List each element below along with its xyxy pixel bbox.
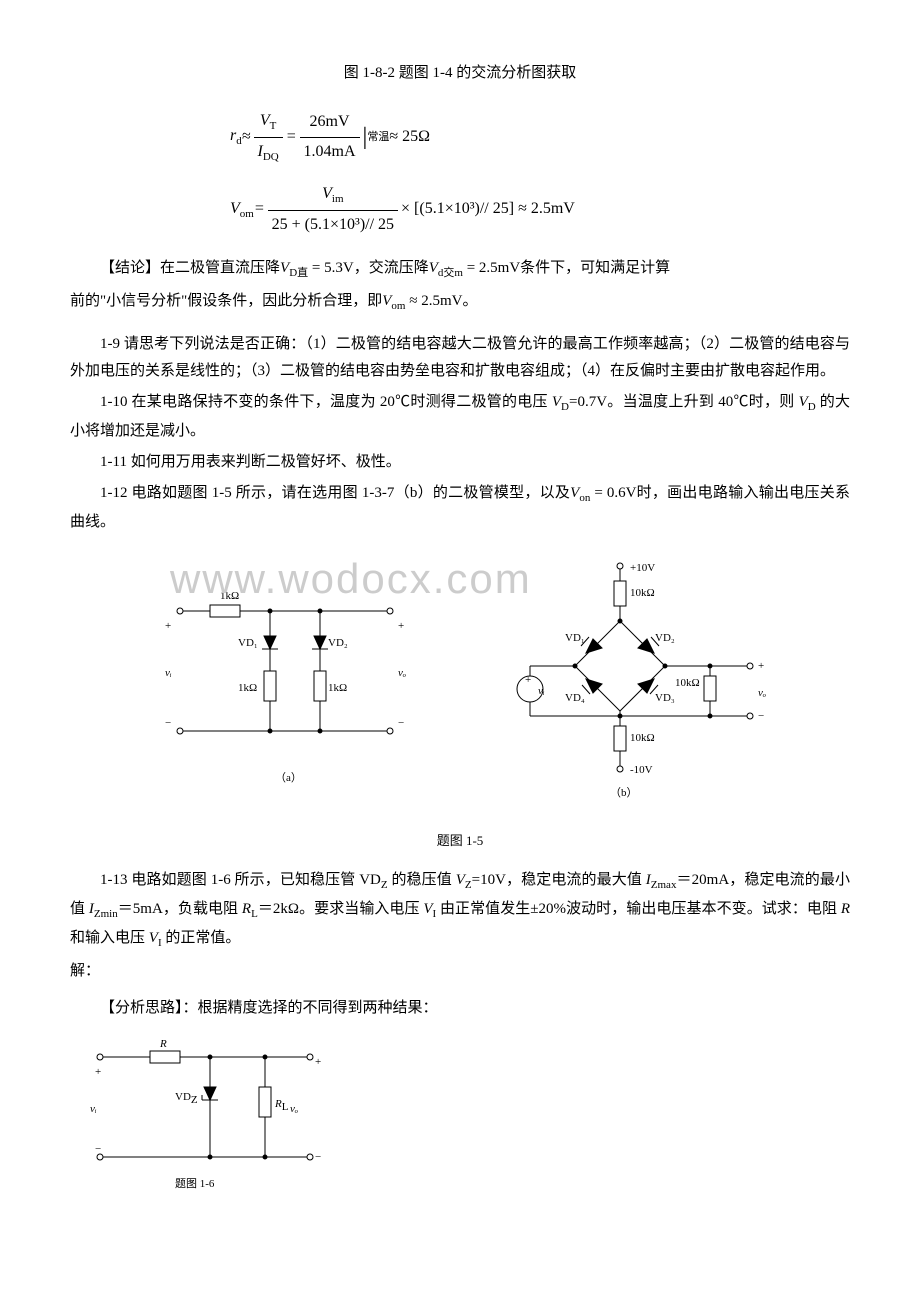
svg-text:VD₁: VD₁ bbox=[565, 632, 585, 644]
question-1-12: 1-12 电路如题图 1-5 所示，请在选用图 1-3-7（b）的二极管模型，以… bbox=[70, 480, 850, 536]
svg-text:+: + bbox=[525, 674, 531, 686]
svg-text:VD₂: VD₂ bbox=[328, 637, 348, 649]
svg-text:（b）: （b） bbox=[610, 786, 638, 799]
svg-text:1kΩ: 1kΩ bbox=[220, 590, 239, 602]
svg-text:vₒ: vₒ bbox=[398, 667, 406, 679]
figure-caption-1-8-2: 图 1-8-2 题图 1-4 的交流分析图获取 bbox=[70, 60, 850, 87]
figure-1-6: R VDZ RL + vᵢ − + bbox=[90, 1037, 850, 1207]
figure-1-5-caption: 题图 1-5 bbox=[70, 829, 850, 852]
circuit-diagram-1-5: 1kΩ VD₁ 1kΩ VD₂ 1kΩ bbox=[140, 551, 780, 821]
svg-text:10kΩ: 10kΩ bbox=[630, 587, 655, 599]
svg-text:1kΩ: 1kΩ bbox=[238, 682, 257, 694]
question-1-11: 1-11 如何用万用表来判断二极管好坏、极性。 bbox=[70, 449, 850, 476]
svg-text:VD₃: VD₃ bbox=[655, 692, 675, 704]
svg-text:vᵢ: vᵢ bbox=[538, 685, 545, 697]
svg-text:−: − bbox=[95, 1143, 101, 1155]
svg-text:+: + bbox=[165, 620, 171, 632]
svg-text:VD₄: VD₄ bbox=[565, 692, 585, 704]
svg-text:vᵢ: vᵢ bbox=[165, 667, 172, 679]
solution-label: 解： bbox=[70, 958, 850, 985]
svg-text:VD₁: VD₁ bbox=[238, 637, 258, 649]
svg-text:1kΩ: 1kΩ bbox=[328, 682, 347, 694]
svg-text:+: + bbox=[95, 1066, 101, 1078]
conclusion-paragraph: 【结论】在二极管直流压降VD直 = 5.3V，交流压降Vd交m = 2.5mV条… bbox=[70, 255, 850, 284]
question-1-13: 1-13 电路如题图 1-6 所示，已知稳压管 VDZ 的稳压值 VZ=10V，… bbox=[70, 867, 850, 953]
figure-1-5: www.wodocx.com 1kΩ VD₁ 1kΩ bbox=[70, 551, 850, 852]
svg-text:VD₂: VD₂ bbox=[655, 632, 675, 644]
conclusion-paragraph-2: 前的"小信号分析"假设条件，因此分析合理，即Vom ≈ 2.5mV。 bbox=[70, 288, 850, 317]
svg-text:−: − bbox=[758, 710, 764, 722]
formula-rd: rd ≈ VT IDQ = 26mV 1.04mA |常温 ≈ 25Ω Vom … bbox=[70, 107, 850, 240]
svg-text:vᵢ: vᵢ bbox=[90, 1103, 97, 1115]
svg-text:10kΩ: 10kΩ bbox=[630, 732, 655, 744]
svg-text:10kΩ: 10kΩ bbox=[675, 677, 700, 689]
svg-text:R: R bbox=[159, 1038, 167, 1050]
analysis-approach: 【分析思路】：根据精度选择的不同得到两种结果： bbox=[70, 995, 850, 1022]
svg-text:+: + bbox=[315, 1056, 321, 1068]
question-1-9: 1-9 请思考下列说法是否正确：（1）二极管的结电容越大二极管允许的最高工作频率… bbox=[70, 331, 850, 385]
svg-text:−: − bbox=[315, 1151, 321, 1163]
svg-text:vₒ: vₒ bbox=[758, 687, 766, 699]
circuit-diagram-1-6: R VDZ RL + vᵢ − + bbox=[90, 1037, 350, 1207]
svg-text:题图 1-6: 题图 1-6 bbox=[175, 1177, 215, 1190]
svg-text:−: − bbox=[165, 717, 171, 729]
svg-text:-10V: -10V bbox=[630, 764, 653, 776]
svg-text:+10V: +10V bbox=[630, 562, 655, 574]
svg-text:（a）: （a） bbox=[275, 771, 302, 784]
svg-text:VDZ: VDZ bbox=[175, 1091, 198, 1106]
question-1-10: 1-10 在某电路保持不变的条件下，温度为 20℃时测得二极管的电压 VD=0.… bbox=[70, 389, 850, 445]
svg-text:−: − bbox=[398, 717, 404, 729]
svg-text:RL: RL bbox=[274, 1098, 289, 1113]
svg-text:+: + bbox=[398, 620, 404, 632]
svg-text:+: + bbox=[758, 660, 764, 672]
svg-text:vₒ: vₒ bbox=[290, 1103, 298, 1115]
